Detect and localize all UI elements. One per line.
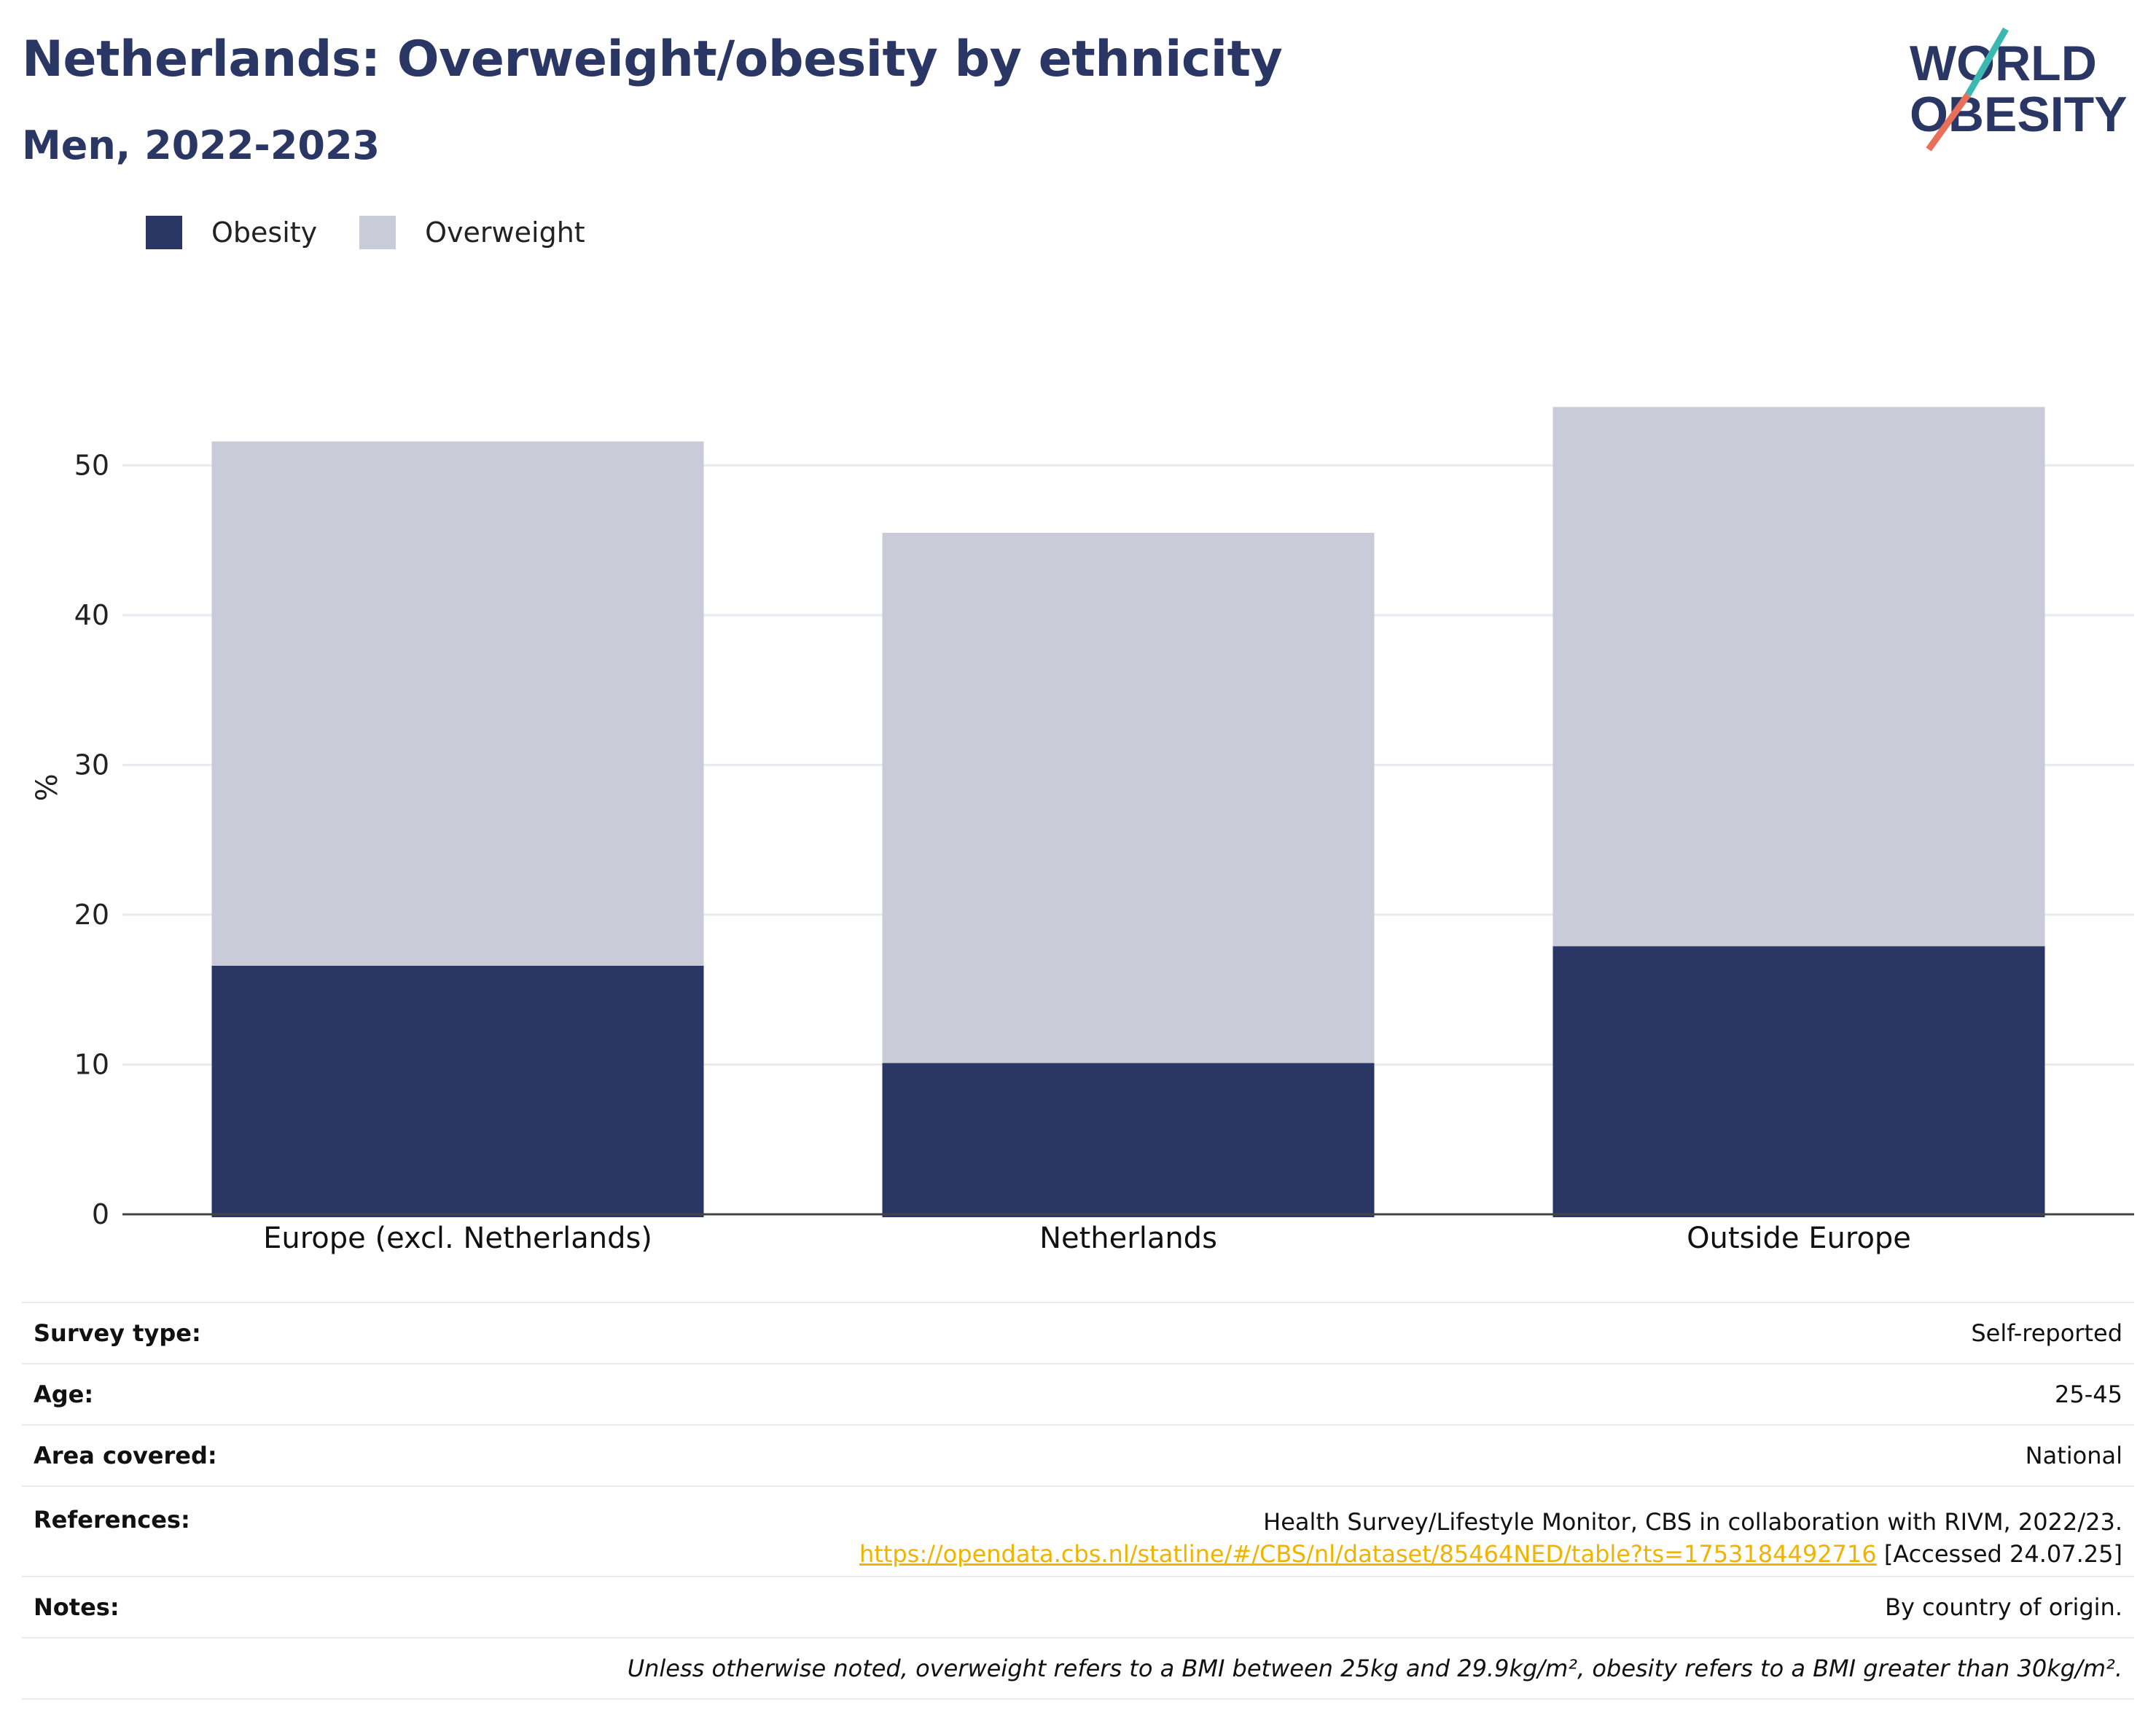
legend-item-overweight[interactable]: Overweight xyxy=(359,216,585,249)
y-tick-label-30: 30 xyxy=(74,749,109,781)
survey-type-value: Self-reported xyxy=(1971,1319,2122,1347)
y-tick-label-0: 0 xyxy=(92,1198,109,1230)
area-label: Area covered: xyxy=(34,1442,217,1469)
bar-obesity-2 xyxy=(1552,946,2045,1217)
footnote-text: Unless otherwise noted, overweight refer… xyxy=(627,1655,2122,1682)
references-label: References: xyxy=(34,1506,190,1534)
chart-legend: Obesity Overweight xyxy=(146,216,628,249)
y-tick-label-10: 10 xyxy=(74,1049,109,1081)
world-obesity-logo: WORLD OBESITY xyxy=(1910,27,2128,152)
references-accessed: [Accessed 24.07.25] xyxy=(1876,1540,2122,1568)
notes-value: By country of origin. xyxy=(1885,1593,2122,1621)
y-tick-label-40: 40 xyxy=(74,599,109,631)
y-tick-label-20: 20 xyxy=(74,899,109,931)
legend-item-obesity[interactable]: Obesity xyxy=(146,216,317,249)
svg-text:OBESITY: OBESITY xyxy=(1910,87,2128,142)
info-table: Survey type: Self-reported Age: 25-45 Ar… xyxy=(22,1302,2134,1700)
bar-overweight-0 xyxy=(211,441,704,966)
references-value: Health Survey/Lifestyle Monitor, CBS in … xyxy=(859,1506,2122,1570)
references-link[interactable]: https://opendata.cbs.nl/statline/#/CBS/n… xyxy=(859,1540,1877,1568)
legend-swatch-overweight xyxy=(359,216,397,249)
legend-label-overweight: Overweight xyxy=(425,216,585,249)
x-tick-label-0: Europe (excl. Netherlands) xyxy=(263,1222,652,1255)
bar-obesity-0 xyxy=(211,965,704,1217)
info-row-references: References: Health Survey/Lifestyle Moni… xyxy=(22,1485,2134,1576)
age-value: 25-45 xyxy=(2055,1380,2122,1408)
page-title: Netherlands: Overweight/obesity by ethni… xyxy=(22,31,1283,88)
legend-swatch-obesity xyxy=(146,216,182,249)
bar-obesity-1 xyxy=(882,1063,1375,1217)
x-tick-label-1: Netherlands xyxy=(1039,1222,1217,1255)
age-label: Age: xyxy=(34,1380,94,1408)
y-axis-label: % xyxy=(31,773,64,801)
x-tick-label-2: Outside Europe xyxy=(1687,1222,1911,1255)
info-row-footnote: Unless otherwise noted, overweight refer… xyxy=(22,1637,2134,1700)
info-row-area: Area covered: National xyxy=(22,1424,2134,1485)
info-row-survey-type: Survey type: Self-reported xyxy=(22,1302,2134,1363)
info-row-age: Age: 25-45 xyxy=(22,1363,2134,1424)
y-tick-label-50: 50 xyxy=(74,450,109,482)
info-row-notes: Notes: By country of origin. xyxy=(22,1576,2134,1637)
bar-overweight-2 xyxy=(1552,407,2045,947)
svg-text:WORLD: WORLD xyxy=(1910,36,2097,91)
notes-label: Notes: xyxy=(34,1593,120,1621)
references-text: Health Survey/Lifestyle Monitor, CBS in … xyxy=(1263,1508,2122,1536)
survey-type-label: Survey type: xyxy=(34,1319,201,1347)
area-value: National xyxy=(2025,1442,2122,1469)
bar-overweight-1 xyxy=(882,532,1375,1063)
page-subtitle: Men, 2022-2023 xyxy=(22,122,380,168)
stacked-bar-chart: 0 10 20 30 40 50% Europe (excl. Netherlands) Ne… xyxy=(31,407,2134,1255)
legend-label-obesity: Obesity xyxy=(211,216,318,249)
